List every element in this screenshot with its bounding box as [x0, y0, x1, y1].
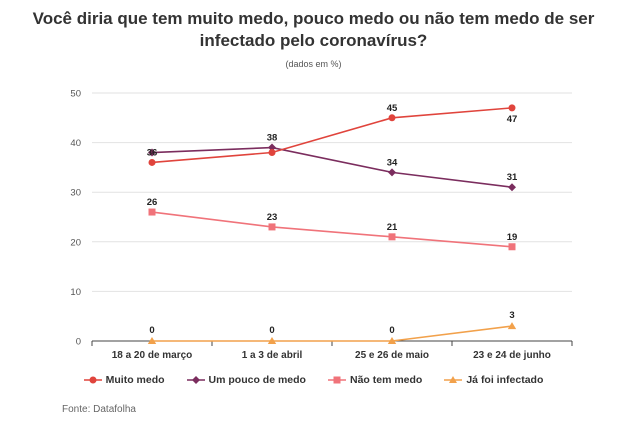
- legend-swatch-muito-medo: [83, 376, 102, 384]
- source-note: Fonte: Datafolha: [62, 404, 136, 415]
- data-point-j-foi-infectado: [507, 322, 517, 330]
- data-label-ja-foi-infectado: 3: [509, 310, 514, 321]
- data-point-n-o-tem-medo: [508, 243, 516, 251]
- legend-item-um-pouco-de-medo: Um pouco de medo: [186, 374, 306, 386]
- legend-swatch-j-foi-infectado: [444, 376, 463, 383]
- legend-swatch-n-o-tem-medo: [327, 376, 346, 384]
- y-tick-label: 10: [70, 287, 81, 298]
- data-point-n-o-tem-medo: [268, 223, 276, 231]
- data-point-muito-medo: [268, 149, 276, 157]
- data-label-ja-foi-infectado: 0: [149, 325, 154, 336]
- series-line-um-pouco-de-medo: [151, 146, 513, 189]
- data-point-j-foi-infectado: [147, 337, 157, 344]
- data-point-um-pouco-de-medo: [388, 168, 396, 177]
- data-label-muito-medo: 45: [387, 103, 398, 114]
- y-tick-label: 20: [70, 237, 81, 248]
- y-tick-label: 50: [70, 89, 81, 100]
- data-label-muito-medo: 36: [147, 147, 158, 158]
- data-label-muito-medo: 47: [507, 114, 518, 125]
- data-label-nao-tem-medo: 26: [147, 197, 158, 208]
- y-tick-label: 40: [70, 138, 81, 149]
- data-label-um-pouco-de-medo: 34: [387, 157, 398, 168]
- series-line-n-o-tem-medo: [151, 211, 513, 248]
- series-line-j-foi-infectado: [152, 325, 513, 342]
- y-tick-label: 30: [70, 188, 81, 199]
- legend-item-j-foi-infectado: Já foi infectado: [444, 374, 543, 386]
- data-point-muito-medo: [508, 104, 516, 112]
- x-tick-label: 18 a 20 de março: [112, 350, 193, 361]
- data-point-muito-medo: [148, 158, 156, 166]
- data-label-um-pouco-de-medo: 38: [267, 133, 278, 144]
- legend-swatch-um-pouco-de-medo: [186, 376, 205, 384]
- legend-label: Muito medo: [105, 374, 165, 386]
- data-point-n-o-tem-medo: [388, 233, 396, 241]
- chart-subtitle: (dados em %): [285, 59, 342, 69]
- data-label-nao-tem-medo: 21: [387, 222, 398, 233]
- legend-item-n-o-tem-medo: Não tem medo: [327, 374, 423, 386]
- chart-legend: Muito medo Um pouco de medo Não tem medo Já…: [0, 374, 627, 386]
- data-label-ja-foi-infectado: 0: [389, 325, 394, 336]
- chart-title: Você diria que tem muito medo, pouco med…: [0, 8, 627, 52]
- data-label-nao-tem-medo: 19: [507, 232, 518, 243]
- data-label-ja-foi-infectado: 0: [269, 325, 274, 336]
- chart-title-line-2: infectado pelo coronavírus?: [199, 31, 428, 50]
- data-point-um-pouco-de-medo: [148, 148, 156, 157]
- series-line-muito-medo: [151, 107, 513, 164]
- x-tick-label: 25 e 26 de maio: [355, 350, 429, 361]
- x-tick-label: 1 a 3 de abril: [242, 350, 303, 361]
- data-point-j-foi-infectado: [387, 337, 397, 344]
- legend-label: Já foi infectado: [466, 374, 544, 386]
- legend-label: Um pouco de medo: [208, 374, 306, 386]
- data-point-muito-medo: [388, 114, 396, 122]
- data-point-um-pouco-de-medo: [508, 183, 516, 192]
- data-label-um-pouco-de-medo: 31: [507, 172, 518, 183]
- y-tick-label: 0: [76, 337, 81, 348]
- data-point-j-foi-infectado: [267, 337, 277, 344]
- data-label-nao-tem-medo: 23: [267, 212, 278, 223]
- data-point-n-o-tem-medo: [148, 208, 156, 216]
- data-point-um-pouco-de-medo: [268, 143, 276, 152]
- chart-title-line-1: Você diria que tem muito medo, pouco med…: [32, 9, 595, 28]
- x-tick-label: 23 e 24 de junho: [473, 350, 551, 361]
- legend-item-muito-medo: Muito medo: [83, 374, 165, 386]
- legend-label: Não tem medo: [349, 374, 423, 386]
